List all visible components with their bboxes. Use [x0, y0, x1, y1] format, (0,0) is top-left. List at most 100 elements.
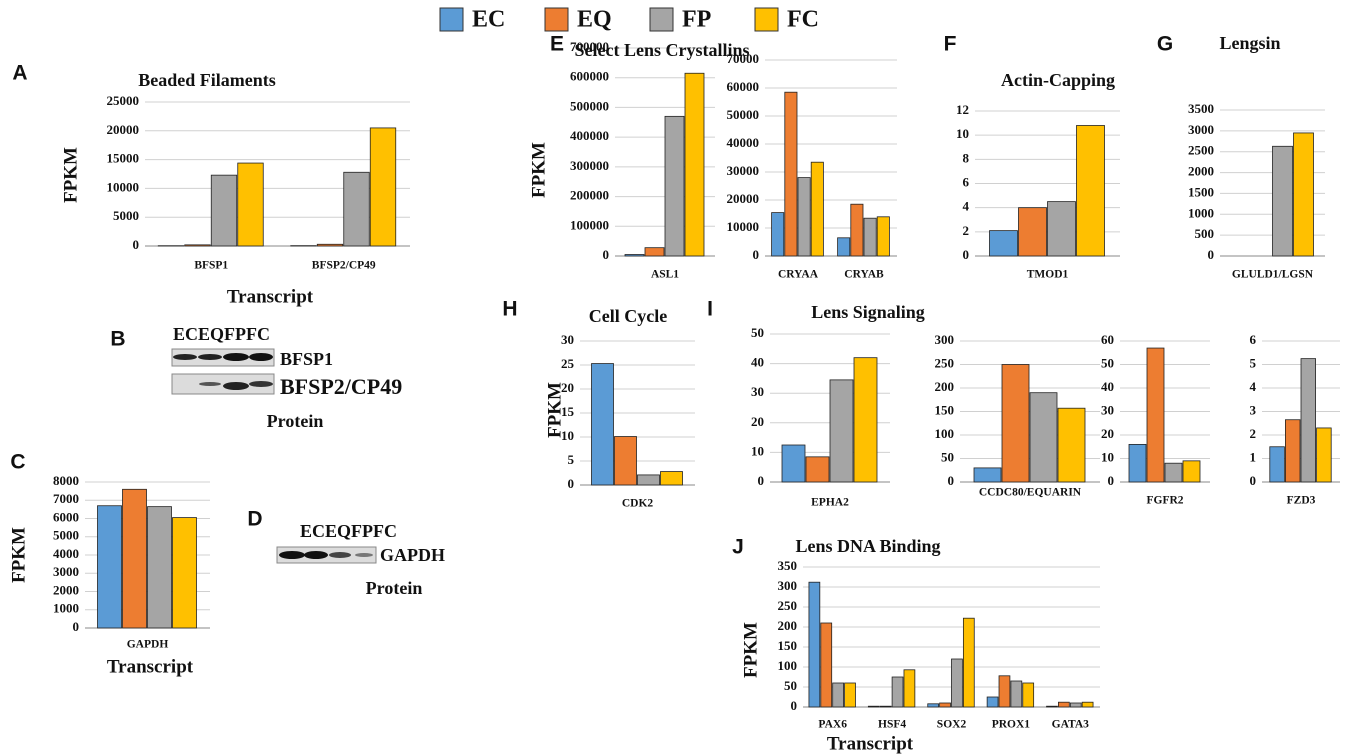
x-tick-label: ASL1 — [651, 269, 679, 281]
legend-label: EQ — [577, 7, 612, 33]
bar — [1285, 420, 1300, 482]
y-tick-label: 2 — [1250, 426, 1257, 441]
y-axis-label: FPKM — [8, 527, 29, 583]
y-tick-label: 200 — [778, 618, 798, 633]
bar — [811, 162, 823, 256]
panel-label: D — [247, 508, 262, 531]
y-axis-label: FPKM — [528, 142, 549, 198]
bar — [877, 217, 889, 256]
bar — [123, 489, 147, 628]
y-tick-label: 50 — [1101, 355, 1114, 370]
x-axis-label: Transcript — [827, 733, 914, 754]
bar — [173, 518, 197, 628]
legend-label: FC — [787, 7, 819, 33]
bar — [838, 238, 850, 256]
y-tick-label: 50000 — [727, 107, 760, 122]
y-tick-label: 3000 — [1188, 122, 1214, 137]
blot-band-label: GAPDH — [380, 545, 445, 565]
y-tick-label: 50 — [941, 449, 954, 464]
bar — [772, 213, 784, 256]
bar — [1183, 461, 1200, 482]
y-tick-label: 20 — [751, 414, 764, 429]
panel-label: E — [550, 33, 564, 56]
bar — [880, 706, 891, 707]
y-tick-label: 0 — [758, 473, 765, 488]
bar — [238, 163, 264, 246]
x-tick-label: FGFR2 — [1146, 495, 1183, 507]
bar — [1048, 202, 1076, 256]
bar — [645, 248, 664, 256]
y-tick-label: 0 — [963, 247, 970, 262]
y-tick-label: 0 — [1108, 473, 1115, 488]
x-tick-label: CRYAB — [844, 269, 884, 281]
bar — [987, 697, 998, 707]
y-tick-label: 40 — [751, 355, 764, 370]
y-axis-label: FPKM — [740, 622, 761, 678]
x-tick-label: BFSP1 — [194, 260, 228, 272]
y-tick-label: 6 — [963, 174, 970, 189]
x-tick-label: PAX6 — [818, 719, 847, 731]
bar — [1002, 365, 1029, 483]
bar — [974, 468, 1001, 482]
y-tick-label: 15000 — [107, 151, 140, 166]
bar — [185, 245, 211, 246]
x-axis-label: Transcript — [107, 656, 194, 677]
bar — [892, 677, 903, 707]
y-tick-label: 30 — [751, 384, 764, 399]
y-tick-label: 200 — [935, 379, 955, 394]
x-tick-label: GLULD1/LGSN — [1232, 269, 1314, 281]
bar — [1147, 348, 1164, 482]
x-tick-label: CDK2 — [622, 498, 654, 510]
x-tick-label: PROX1 — [992, 719, 1031, 731]
y-tick-label: 25000 — [107, 93, 140, 108]
y-tick-label: 2 — [963, 223, 970, 238]
y-tick-label: 40000 — [727, 135, 760, 150]
y-tick-label: 150 — [935, 402, 955, 417]
blot-caption: Protein — [366, 578, 423, 598]
bar — [665, 116, 684, 256]
panel-label: C — [10, 451, 25, 474]
panel-label: B — [110, 328, 125, 351]
bar — [854, 358, 877, 482]
y-tick-label: 2000 — [1188, 164, 1214, 179]
bar — [963, 618, 974, 707]
y-tick-label: 50 — [784, 678, 797, 693]
x-tick-label: CRYAA — [778, 269, 819, 281]
bar — [1129, 444, 1146, 482]
y-tick-label: 1000 — [1188, 205, 1214, 220]
bar — [625, 255, 644, 256]
x-tick-label: CCDC80/EQUARIN — [979, 487, 1082, 499]
y-tick-label: 10000 — [107, 179, 140, 194]
bar — [211, 175, 237, 246]
panel-label: J — [732, 536, 744, 559]
y-tick-label: 0 — [1208, 247, 1215, 262]
bar — [782, 445, 805, 482]
y-tick-label: 2000 — [53, 582, 79, 597]
bar — [940, 703, 951, 707]
bar — [806, 457, 829, 482]
blot-d-image — [277, 547, 376, 563]
y-tick-label: 0 — [133, 237, 140, 252]
y-tick-label: 0 — [1250, 473, 1257, 488]
y-tick-label: 400000 — [570, 128, 609, 143]
bar — [1030, 393, 1057, 482]
y-tick-label: 150 — [778, 638, 798, 653]
bar — [344, 172, 370, 246]
panel-label: H — [502, 298, 517, 321]
y-tick-label: 6000 — [53, 509, 79, 524]
bar — [1023, 683, 1034, 707]
y-tick-label: 70000 — [727, 51, 760, 66]
y-tick-label: 50 — [751, 325, 764, 340]
bar — [638, 475, 660, 485]
chart-title: Lens Signaling — [811, 302, 925, 322]
panel-label: A — [12, 62, 27, 85]
y-tick-label: 20000 — [727, 191, 760, 206]
y-tick-label: 60000 — [727, 79, 760, 94]
y-tick-label: 30 — [561, 332, 574, 347]
bar — [1047, 706, 1058, 707]
x-tick-label: GATA3 — [1052, 719, 1090, 731]
legend-swatch — [545, 8, 568, 31]
y-tick-label: 5 — [1250, 355, 1257, 370]
y-tick-label: 5 — [568, 452, 575, 467]
y-axis-label: FPKM — [544, 382, 565, 438]
